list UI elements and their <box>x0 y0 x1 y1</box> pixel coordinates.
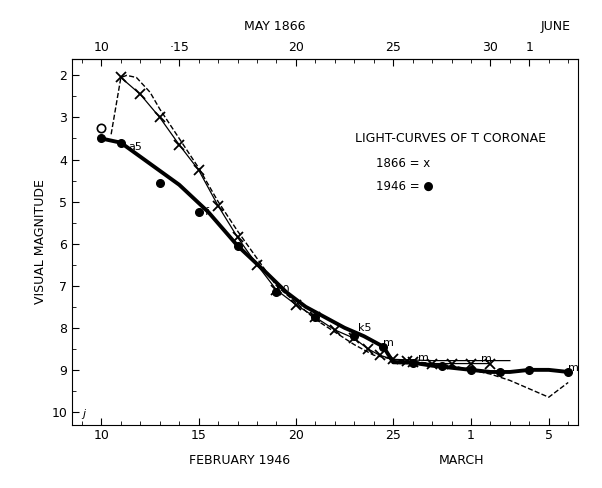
Text: a5: a5 <box>129 142 143 152</box>
Text: MARCH: MARCH <box>439 454 485 467</box>
Text: 1946 = ●: 1946 = ● <box>376 179 433 192</box>
Text: MAY 1866: MAY 1866 <box>244 20 305 33</box>
Text: k0: k0 <box>276 285 290 295</box>
Text: LIGHT-CURVES OF T CORONAE: LIGHT-CURVES OF T CORONAE <box>355 132 547 145</box>
Text: k5: k5 <box>358 323 371 333</box>
Text: m: m <box>383 338 394 347</box>
Text: m: m <box>418 353 429 363</box>
Text: JUNE: JUNE <box>540 20 570 33</box>
Text: m: m <box>480 354 492 365</box>
Text: m: m <box>568 363 579 373</box>
Text: j: j <box>82 409 85 419</box>
Text: FEBRUARY 1946: FEBRUARY 1946 <box>188 454 290 467</box>
Text: f: f <box>205 207 208 217</box>
Y-axis label: VISUAL MAGNITUDE: VISUAL MAGNITUDE <box>34 179 48 304</box>
Text: 1866 = x: 1866 = x <box>376 157 430 170</box>
